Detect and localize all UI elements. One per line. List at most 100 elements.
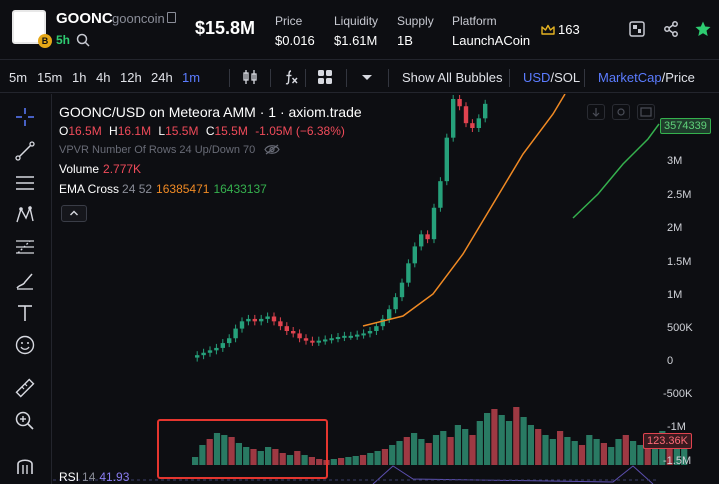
volume-highlight-annotation [157,419,328,479]
emoji-icon[interactable] [14,334,36,356]
volume-bar [557,431,564,465]
chart-dashboard-icon[interactable] [628,20,646,38]
volume-bar [389,445,396,465]
timeframe-12h[interactable]: 12h [120,70,142,85]
holders-count[interactable]: 163 [541,22,580,37]
volume-bar [352,456,359,465]
show-all-bubbles-button[interactable]: Show All Bubbles [402,70,503,85]
toolbar-divider [305,69,306,87]
candle-body [348,335,353,338]
vpvr-indicator[interactable]: VPVR Number Of Rows 24 Up/Down 70 [59,144,362,156]
fullscreen-icon [640,107,652,117]
toolbar-divider [270,69,271,87]
candle-body [399,282,405,298]
candle-body [316,340,321,343]
chevron-down-icon[interactable] [358,68,376,86]
currency-usd[interactable]: USD [523,70,551,85]
volume-bar [265,447,272,465]
crosshair-icon[interactable] [14,106,36,128]
share-icon[interactable] [662,20,680,38]
ema-fast-line [362,94,566,327]
arrow-down-icon [592,108,600,117]
volume-bar [454,425,461,465]
chart-title: GOONC/USD on Meteora AMM · 1 · axiom.tra… [59,104,362,120]
volume-bar [359,455,367,465]
candle-body [246,318,251,322]
stat-price: Price $0.016 [275,14,315,48]
volume-bar [469,435,476,465]
collapse-legend-button[interactable] [61,205,87,222]
ema-params: 24 52 [122,182,153,196]
volume-bar [279,453,286,465]
timeframe-15m[interactable]: 15m [37,70,63,85]
timeframe-4h[interactable]: 4h [96,70,111,85]
volume-bar [301,455,308,465]
chart-settings-button[interactable] [612,104,630,120]
candle-body [220,343,225,348]
candle-body [265,316,270,319]
stat-label: Price [275,14,303,28]
volume-bar [498,415,505,465]
horizontal-lines-icon[interactable] [14,172,36,194]
chart-fullscreen-button[interactable] [637,104,655,120]
chart-canvas[interactable] [53,94,719,484]
copy-icon[interactable] [167,12,176,23]
volume-bar [316,459,323,465]
star-icon[interactable] [694,20,712,38]
stat-label: Platform [452,14,497,28]
search-icon[interactable] [76,33,90,47]
ruler-icon[interactable] [14,377,36,399]
timeframe-1h[interactable]: 1h [72,70,87,85]
candle-body [310,340,315,343]
candle-body [329,338,334,341]
volume-bar [250,449,257,465]
volume-bar [505,421,513,465]
candle-body [419,234,424,247]
market-cap-value: $15.8M [195,18,256,38]
volume-indicator[interactable]: Volume 2.777K [59,162,362,176]
fib-retracement-icon[interactable] [14,236,36,258]
eye-off-icon[interactable] [264,144,281,155]
trend-line-icon[interactable] [14,140,36,162]
brush-icon[interactable] [14,270,36,292]
token-image[interactable] [12,10,46,44]
stat-value: 1B [397,33,413,48]
volume-bar [308,457,315,465]
volume-bar [535,429,542,465]
volume-bar [447,437,454,465]
indicators-fx-icon[interactable] [282,68,300,86]
volume-bar [286,455,294,465]
metric-marketcap[interactable]: MarketCap [598,70,662,85]
volume-bar [294,451,301,465]
timeframe-24h[interactable]: 24h [151,70,173,85]
price-chart[interactable]: GOONC/USD on Meteora AMM · 1 · axiom.tra… [53,94,719,484]
candle-body [207,350,213,353]
volume-bar [462,429,469,465]
candle-body [380,318,385,327]
currency-toggle[interactable]: USD/SOL [523,70,581,85]
candle-body [342,335,347,338]
metric-toggle[interactable]: MarketCap/Price [598,70,695,85]
candle-body [431,207,437,240]
volume-bar [432,435,440,465]
timeframe-5m[interactable]: 5m [9,70,28,85]
volume-bar [272,449,279,465]
magnet-icon[interactable] [14,454,36,476]
rsi-indicator[interactable]: RSI 14 41.93 [59,470,129,484]
ema-price-tag: 3574339 [660,118,711,134]
text-tool-icon[interactable] [14,302,36,324]
zoom-in-icon[interactable] [14,410,36,432]
y-axis-label: 3M [667,155,683,167]
y-axis-label: 500K [667,322,693,334]
pattern-tool-icon[interactable] [14,204,36,226]
candlestick-type-icon[interactable] [241,68,259,86]
volume-bar [630,441,637,465]
toolbar-divider [509,69,510,87]
chart-scroll-down-button[interactable] [587,104,605,120]
volume-bar [549,439,556,465]
layout-grid-icon[interactable] [316,68,334,86]
ema-cross-indicator[interactable]: EMA Cross 24 52 16385471 16433137 [59,182,362,196]
currency-sol[interactable]: SOL [554,70,581,85]
timeframe-1m[interactable]: 1m [182,70,201,85]
metric-price[interactable]: Price [665,70,695,85]
